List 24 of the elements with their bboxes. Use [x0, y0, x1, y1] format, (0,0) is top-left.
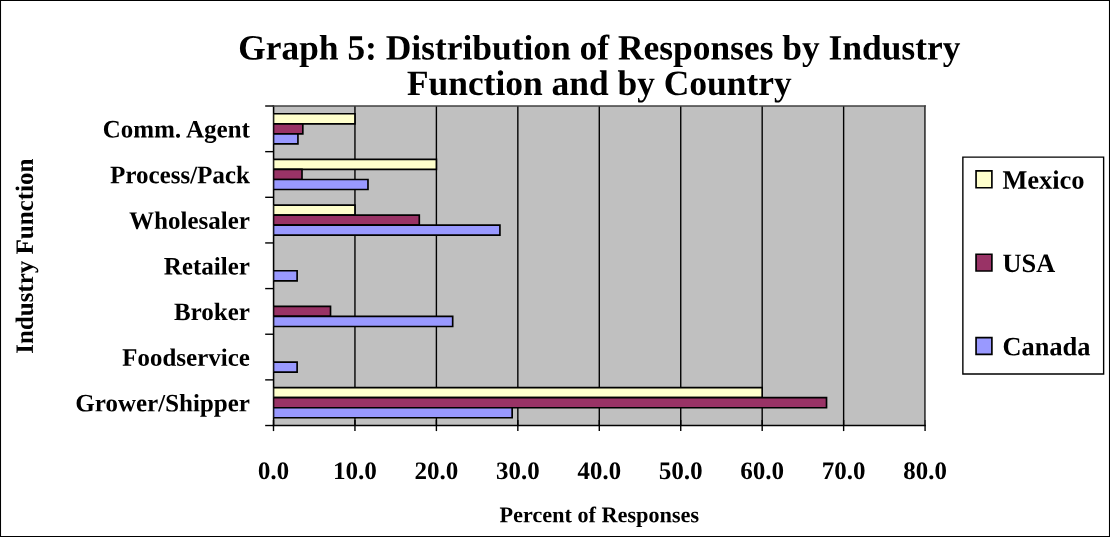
y-tick-label: Foodservice: [122, 348, 250, 366]
x-tick-label: 60.0: [741, 462, 784, 480]
x-tick-label: 30.0: [496, 462, 539, 480]
y-tick-label: Retailer: [164, 257, 250, 275]
legend-label: Canada: [1003, 336, 1091, 356]
x-tick-label: 70.0: [823, 462, 865, 480]
y-tick-label: Broker: [174, 302, 250, 321]
y-tick-label: Process/Pack: [110, 165, 250, 184]
y-tick-label: Comm. Agent: [103, 120, 250, 143]
x-tick-label: 0.0: [258, 462, 289, 480]
x-axis-title: Percent of Responses: [499, 506, 699, 527]
x-tick-label: 80.0: [904, 462, 946, 480]
y-tick-label: Grower/Shipper: [76, 394, 250, 417]
x-tick-label: 50.0: [659, 462, 702, 480]
x-tick-label: 40.0: [577, 462, 621, 480]
y-tick-label: Wholesaler: [129, 211, 250, 230]
x-tick-label: 20.0: [415, 462, 458, 480]
y-axis-title: Industry Function: [15, 158, 39, 353]
legend-label: USA: [1003, 254, 1056, 273]
bar: [273, 269, 298, 282]
bar: [273, 361, 298, 373]
chart-title: Graph 5: Distribution of Responses by Industry Function and by Country: [239, 34, 961, 103]
x-tick-label: 10.0: [335, 462, 376, 480]
legend-label: Mexico: [1002, 170, 1084, 189]
